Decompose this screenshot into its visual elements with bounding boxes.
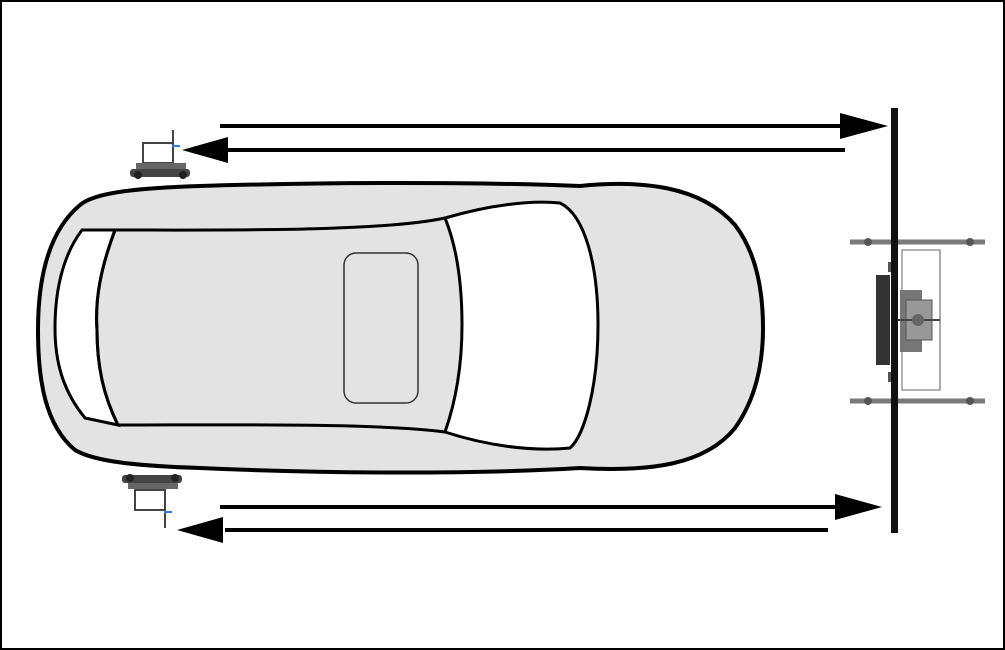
windshield: [442, 200, 600, 451]
calibration-target-icon: [850, 108, 985, 533]
roof-edge-top: [114, 216, 446, 232]
car-top-view-icon: [35, 181, 766, 475]
arrow-bottom-return-head: [177, 517, 223, 543]
roof-edge-bottom: [117, 423, 446, 434]
sunroof: [343, 252, 419, 404]
target-board: [891, 108, 898, 533]
arrow-top-forward-head: [840, 113, 888, 139]
wheel-sensor-icon: [130, 130, 190, 179]
roof-rear-edge: [95, 229, 120, 426]
arrow-bottom-forward-head: [835, 494, 882, 520]
wheel-sensor-icon: [122, 474, 182, 528]
arrow-top-return-head: [182, 137, 228, 163]
bidirectional-arrow-icon: [177, 113, 888, 543]
